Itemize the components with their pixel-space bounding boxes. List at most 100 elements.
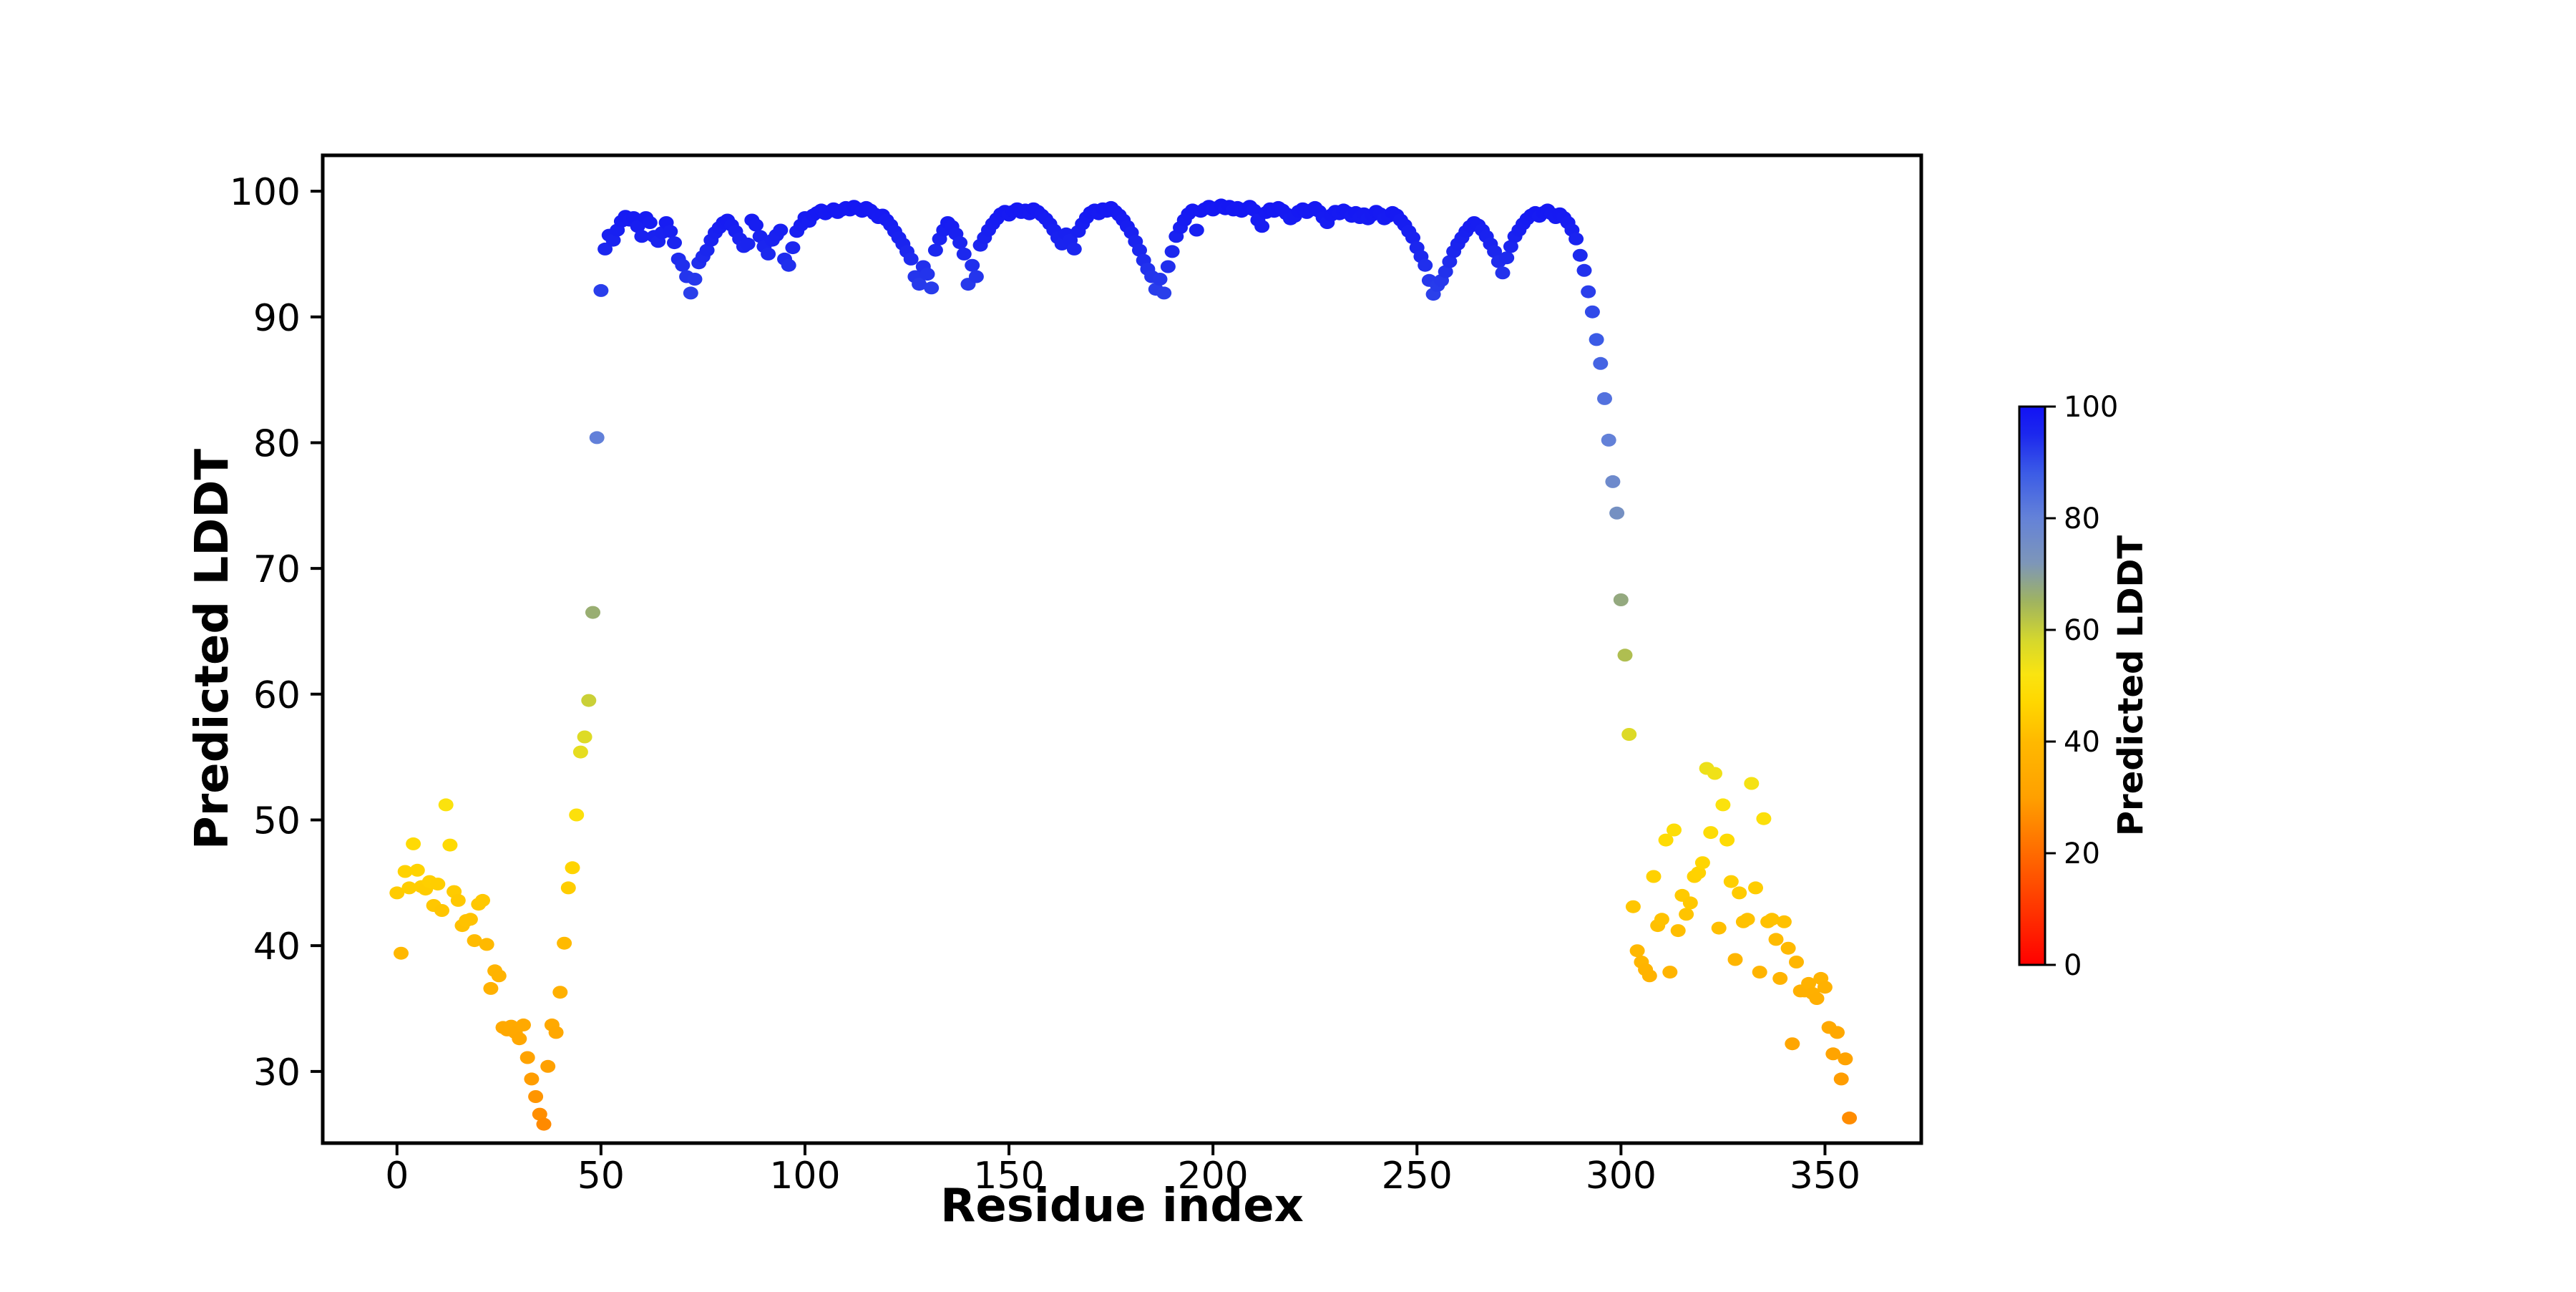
scatter-point: [597, 242, 613, 256]
scatter-point: [1833, 1072, 1849, 1086]
scatter-point: [1707, 767, 1722, 780]
scatter-point: [1581, 285, 1596, 298]
y-axis-ticks: 30 40 50 60 70 80 90 100: [230, 171, 323, 1094]
scatter-point: [965, 258, 980, 272]
plot-border: [321, 153, 1923, 1145]
y-tick-label: 40: [253, 926, 301, 968]
colorbar-tick-label: 100: [2064, 391, 2118, 424]
scatter-point: [552, 986, 568, 999]
scatter-point: [1744, 777, 1760, 790]
scatter-point: [785, 241, 801, 255]
scatter-point: [1801, 976, 1817, 990]
scatter-point: [1711, 921, 1727, 935]
scatter-point: [1589, 333, 1604, 346]
scatter-point: [1670, 924, 1686, 938]
scatter-point: [1732, 886, 1747, 900]
scatter-point: [952, 236, 968, 250]
scatter-point: [1499, 251, 1515, 265]
scatter-point: [1691, 866, 1707, 880]
scatter-point: [548, 1026, 564, 1039]
scatter-point: [1613, 593, 1629, 606]
scatter-point: [1789, 956, 1804, 968]
scatter-point: [773, 223, 789, 237]
scatter-point: [389, 886, 405, 900]
scatter-point: [442, 838, 458, 852]
scatter-point: [462, 913, 478, 926]
scatter-point: [1605, 475, 1621, 488]
scatter-point: [1418, 258, 1433, 272]
scatter-point: [699, 243, 715, 257]
scatter-point: [919, 268, 935, 281]
scatter-point: [1160, 260, 1176, 273]
scatter-point: [1625, 900, 1641, 913]
scatter-point: [479, 938, 494, 951]
scatter-point: [572, 745, 588, 759]
scatter-point: [532, 1107, 547, 1121]
scatter-point: [577, 730, 592, 744]
scatter-point: [491, 969, 507, 983]
scatter-point: [1601, 433, 1616, 447]
colorbar-tick-label: 40: [2064, 726, 2100, 759]
colorbar-tick-label: 80: [2064, 502, 2100, 535]
x-tick-label: 300: [1586, 1155, 1657, 1198]
scatter-point: [1719, 833, 1735, 847]
scatter-point: [1764, 913, 1780, 926]
scatter-point: [1785, 1037, 1800, 1051]
scatter-point: [1838, 1052, 1853, 1066]
scatter-point: [557, 936, 572, 950]
x-axis-label: Residue index: [940, 1180, 1304, 1233]
scatter-point: [1066, 242, 1082, 256]
scatter-point: [1641, 969, 1657, 983]
scatter-point: [1825, 1047, 1841, 1061]
scatter-point: [450, 893, 466, 907]
scatter-point: [1246, 203, 1262, 217]
scatter-point: [585, 606, 600, 619]
scatter-point: [687, 273, 703, 286]
x-tick-label: 250: [1382, 1155, 1453, 1198]
scatter-point: [516, 1018, 531, 1031]
y-tick-label: 30: [253, 1051, 301, 1094]
scatter-point: [475, 893, 490, 907]
scatter-point: [1152, 273, 1168, 286]
colorbar-tick-label: 0: [2064, 949, 2082, 982]
scatter-point: [1593, 356, 1609, 370]
x-tick-label: 100: [769, 1155, 840, 1198]
scatter-point: [401, 881, 417, 895]
scatter-point: [1752, 966, 1767, 979]
scatter-point: [781, 258, 796, 272]
colorbar-tick-label: 60: [2064, 614, 2100, 647]
scatter-point: [1662, 966, 1678, 979]
scatter-point: [1703, 826, 1719, 840]
x-tick-label: 200: [1178, 1155, 1249, 1198]
scatter-point: [1768, 933, 1784, 946]
scatter-point: [524, 1072, 540, 1086]
scatter-point: [1780, 941, 1796, 955]
scatter-point: [394, 946, 409, 960]
x-axis-ticks: 0 50 100 150 200 250 300 350: [385, 1143, 1860, 1198]
scatter-point: [1576, 263, 1592, 277]
x-tick-label: 150: [973, 1155, 1044, 1198]
scatter-point: [1572, 248, 1588, 262]
chart-generated-content: 0 50 100 150 200 250 300 350 30 40 50 60 70 80 90 100 0 2…: [230, 153, 2118, 1198]
x-tick-label: 50: [577, 1155, 625, 1198]
scatter-point: [1617, 649, 1633, 662]
scatter-point: [1405, 231, 1420, 245]
scatter-point: [927, 243, 943, 257]
scatter-point: [1495, 266, 1511, 280]
scatter-point: [634, 230, 650, 243]
scatter-point: [1682, 896, 1698, 910]
scatter-point: [589, 431, 605, 445]
scatter-point: [752, 230, 768, 243]
scatter-point: [569, 808, 585, 822]
scatter-point: [409, 863, 425, 877]
y-tick-label: 50: [253, 800, 301, 842]
scatter-point: [560, 881, 576, 895]
scatter-point: [1629, 944, 1645, 958]
scatter-point: [1679, 908, 1694, 921]
scatter-point: [565, 861, 580, 875]
scatter-point: [483, 981, 499, 995]
scatter-point: [593, 283, 609, 297]
scatter-point: [1568, 232, 1584, 246]
